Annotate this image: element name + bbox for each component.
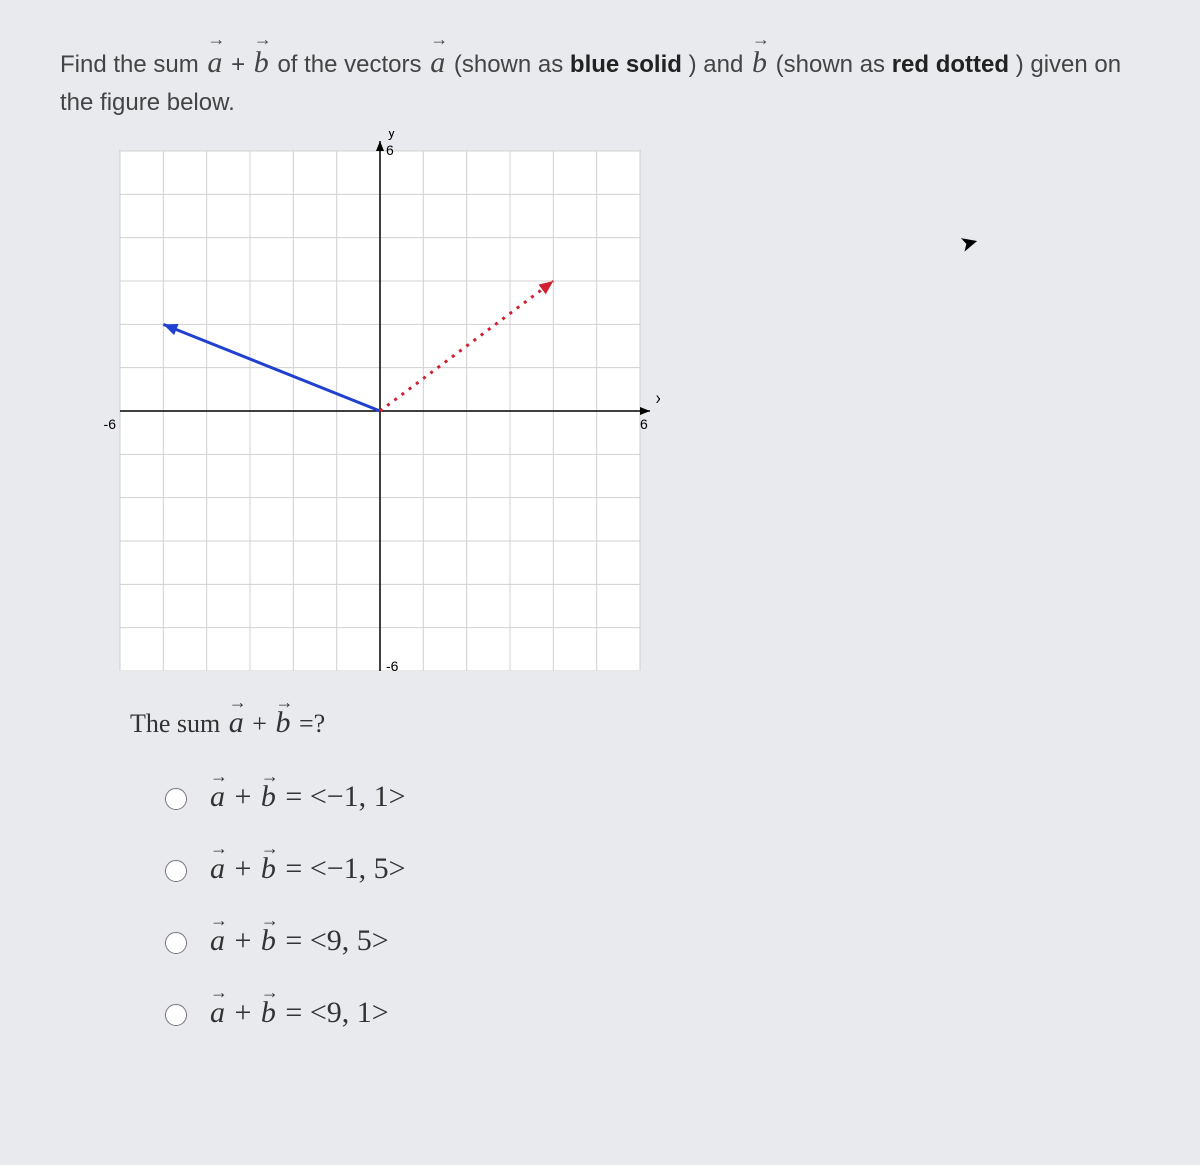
opt2-eq: = <box>285 852 309 885</box>
option-3[interactable]: a + b = <9, 5> <box>160 924 1140 958</box>
option-4-expr: a + b = <9, 1> <box>208 996 389 1030</box>
option-1-expr: a + b = <−1, 1> <box>208 780 406 814</box>
option-1[interactable]: a + b = <−1, 1> <box>160 780 1140 814</box>
sq-suffix: =? <box>299 709 325 738</box>
q-mid2: (shown as <box>454 51 570 78</box>
vec-b: b <box>252 40 271 85</box>
sq-plus: + <box>252 709 273 738</box>
opt2-val: <−1, 5> <box>310 852 406 885</box>
opt4-a: a <box>208 996 227 1030</box>
opt3-val: <9, 5> <box>310 924 389 957</box>
svg-text:-6: -6 <box>104 416 117 432</box>
option-4[interactable]: a + b = <9, 1> <box>160 996 1140 1030</box>
option-3-expr: a + b = <9, 5> <box>208 924 389 958</box>
option-2-radio[interactable] <box>165 860 187 882</box>
red-label: red dotted <box>892 51 1009 78</box>
q-prefix: Find the sum <box>60 51 205 78</box>
sq-vec-b: b <box>273 706 292 740</box>
opt3-a: a <box>208 924 227 958</box>
svg-text:6: 6 <box>386 142 394 158</box>
sq-vec-a: a <box>227 706 246 740</box>
blue-label: blue solid <box>570 51 682 78</box>
opt2-a: a <box>208 852 227 886</box>
opt3-b: b <box>259 924 278 958</box>
vec-b2: b <box>750 40 769 85</box>
opt4-val: <9, 1> <box>310 996 389 1029</box>
options-list: a + b = <−1, 1> a + b = <−1, 5> a + b = … <box>160 780 1140 1030</box>
opt3-eq: = <box>285 924 309 957</box>
opt1-b: b <box>259 780 278 814</box>
svg-text:x: x <box>656 390 660 406</box>
option-2[interactable]: a + b = <−1, 5> <box>160 852 1140 886</box>
opt2-b: b <box>259 852 278 886</box>
opt4-b: b <box>259 996 278 1030</box>
option-1-radio[interactable] <box>165 788 187 810</box>
q-mid1: of the vectors <box>277 51 428 78</box>
opt1-a: a <box>208 780 227 814</box>
opt4-eq: = <box>285 996 309 1029</box>
sq-prefix: The sum <box>130 709 227 738</box>
svg-text:y: y <box>388 131 395 140</box>
graph-svg: -6 6 6 -6 x y <box>100 131 660 671</box>
svg-text:-6: -6 <box>386 658 399 671</box>
option-3-radio[interactable] <box>165 932 187 954</box>
svg-text:6: 6 <box>640 416 648 432</box>
vec-a: a <box>205 40 224 85</box>
opt1-val: <−1, 1> <box>310 780 406 813</box>
option-4-radio[interactable] <box>165 1004 187 1026</box>
q-mid3: ) and <box>689 51 750 78</box>
question-text: Find the sum a + b of the vectors a (sho… <box>60 40 1140 121</box>
vector-graph: -6 6 6 -6 x y <box>100 131 1140 676</box>
q-mid4: (shown as <box>776 51 892 78</box>
vec-a2: a <box>428 40 447 85</box>
q-plus: + <box>231 51 252 78</box>
sub-question: The sum a + b =? <box>130 706 1140 740</box>
opt1-eq: = <box>285 780 309 813</box>
option-2-expr: a + b = <−1, 5> <box>208 852 406 886</box>
